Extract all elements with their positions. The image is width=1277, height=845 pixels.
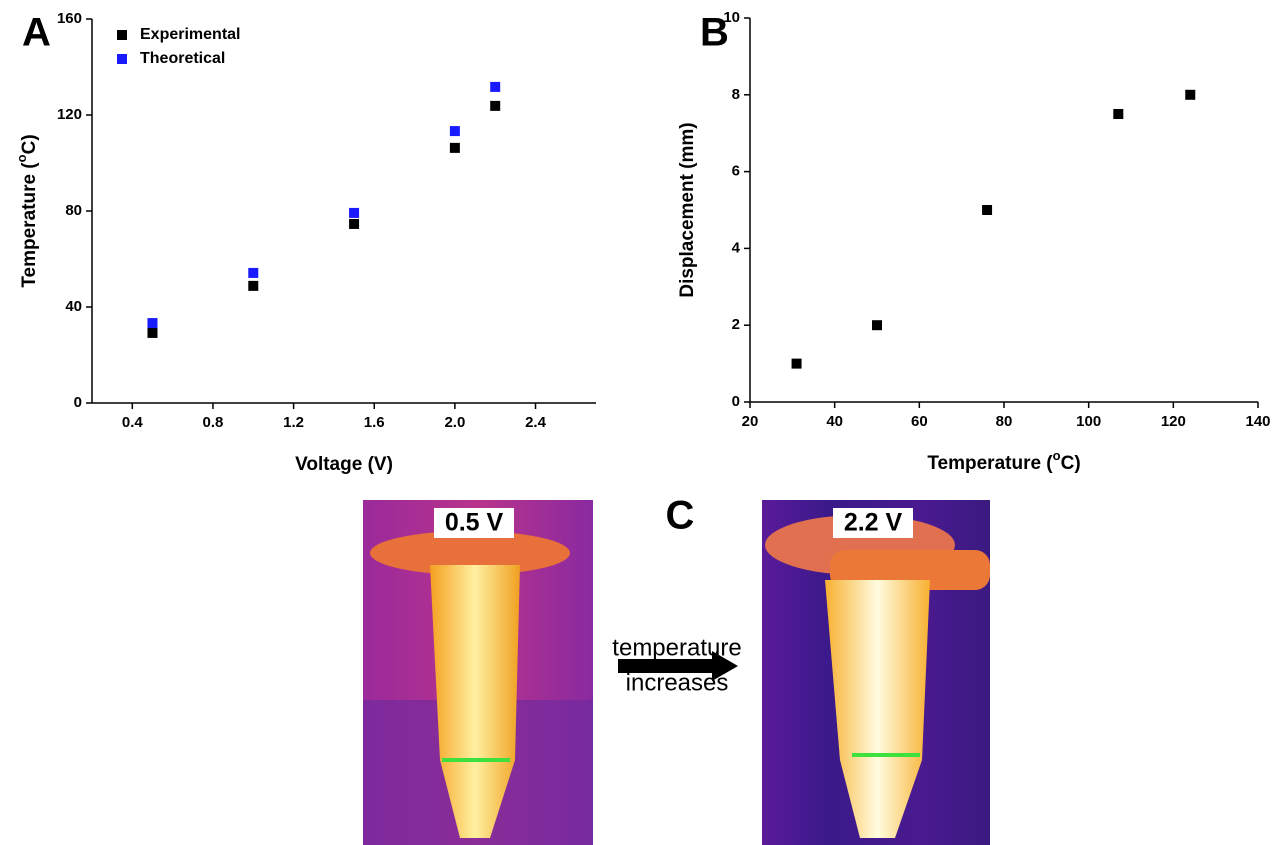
marker — [490, 81, 501, 92]
image-label: 2.2 V — [844, 509, 903, 537]
x-axis-label: Voltage (V) — [295, 454, 393, 475]
image-label: 0.5 V — [445, 509, 504, 537]
legend-label: Experimental — [140, 26, 240, 43]
label-part: o — [14, 154, 29, 162]
y-axis-label: Displacement (mm) — [677, 122, 698, 297]
thermal-image — [762, 500, 990, 845]
marker — [147, 318, 158, 329]
y-tick-label: 40 — [65, 298, 82, 315]
marker — [349, 218, 360, 229]
marker — [248, 267, 259, 278]
marker — [349, 207, 360, 218]
x-tick-label: 0.4 — [122, 414, 144, 431]
y-tick-label: 160 — [57, 10, 82, 27]
marker — [872, 320, 882, 331]
arrow-text: increases — [626, 669, 729, 696]
panel-label: B — [700, 11, 729, 55]
label-part: C) — [19, 134, 40, 154]
x-tick-label: 120 — [1161, 413, 1186, 430]
marker — [1113, 109, 1124, 119]
label-part: Temperature ( — [927, 453, 1053, 474]
marker — [449, 142, 460, 153]
x-axis-label: Temperature (oC) — [927, 448, 1080, 474]
marker — [147, 327, 158, 338]
x-tick-label: 0.8 — [203, 414, 224, 431]
x-tick-label: 140 — [1245, 413, 1270, 430]
x-tick-label: 80 — [996, 413, 1013, 430]
x-tick-label: 60 — [911, 413, 928, 430]
label-part: o — [1053, 448, 1061, 463]
x-tick-label: 100 — [1076, 413, 1101, 430]
legend-label: Theoretical — [140, 50, 225, 67]
x-tick-label: 2.0 — [444, 414, 465, 431]
y-tick-label: 8 — [732, 86, 740, 103]
marker — [248, 280, 259, 291]
x-tick-label: 1.2 — [283, 414, 304, 431]
y-tick-label: 120 — [57, 106, 82, 123]
marker — [490, 100, 501, 111]
y-tick-label: 2 — [732, 316, 740, 333]
label-part: Temperature ( — [19, 162, 40, 288]
y-tick-label: 0 — [74, 394, 82, 411]
y-tick-label: 6 — [732, 163, 740, 180]
legend-marker — [117, 54, 127, 64]
y-axis-label: Temperature (oC) — [14, 134, 40, 287]
label-part: C) — [1061, 453, 1081, 474]
panel-label: C — [666, 494, 695, 538]
marker — [791, 358, 802, 369]
y-tick-label: 4 — [732, 239, 741, 256]
y-tick-label: 10 — [723, 9, 740, 26]
x-tick-label: 1.6 — [364, 414, 385, 431]
y-tick-label: 0 — [732, 393, 740, 410]
legend-marker — [117, 30, 127, 40]
x-tick-label: 20 — [742, 413, 759, 430]
marker — [982, 205, 993, 215]
label-box — [833, 508, 913, 538]
x-tick-label: 2.4 — [525, 414, 547, 431]
thermal-image — [363, 500, 593, 845]
marker — [449, 126, 460, 137]
arrow — [618, 651, 738, 681]
marker — [1185, 89, 1196, 100]
panel-label: A — [22, 11, 51, 55]
y-tick-label: 80 — [65, 202, 82, 219]
x-tick-label: 40 — [826, 413, 843, 430]
label-box — [434, 508, 514, 538]
